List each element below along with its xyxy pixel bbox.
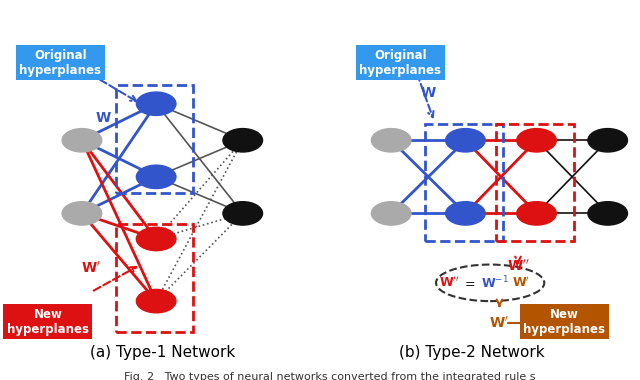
Circle shape (445, 128, 485, 152)
Circle shape (136, 227, 176, 251)
Circle shape (371, 128, 411, 152)
Circle shape (62, 202, 102, 225)
Circle shape (445, 202, 485, 225)
Text: $\mathbf{W}^{-1}$: $\mathbf{W}^{-1}$ (481, 274, 509, 291)
Text: $\mathbf{W}$: $\mathbf{W}$ (95, 111, 112, 125)
Text: $\mathbf{W'}$: $\mathbf{W'}$ (490, 315, 509, 331)
Circle shape (136, 92, 176, 116)
Text: (b) Type-2 Network: (b) Type-2 Network (399, 345, 545, 359)
Circle shape (136, 165, 176, 188)
Circle shape (588, 202, 627, 225)
Text: $\mathbf{W'}$: $\mathbf{W'}$ (512, 276, 530, 290)
Text: New
hyperplanes: New hyperplanes (524, 308, 605, 336)
Text: $= $: $= $ (462, 276, 476, 289)
Text: (a) Type-1 Network: (a) Type-1 Network (90, 345, 235, 359)
Circle shape (223, 128, 262, 152)
Ellipse shape (436, 264, 544, 301)
Circle shape (588, 128, 627, 152)
Text: Original
hyperplanes: Original hyperplanes (360, 49, 442, 77)
Text: New
hyperplanes: New hyperplanes (7, 308, 89, 336)
Text: $\mathbf{W'}$: $\mathbf{W'}$ (81, 261, 101, 276)
Circle shape (516, 128, 556, 152)
Circle shape (62, 128, 102, 152)
Circle shape (136, 290, 176, 313)
Circle shape (223, 202, 262, 225)
Text: Original
hyperplanes: Original hyperplanes (19, 49, 101, 77)
Text: Fig. 2   Two types of neural networks converted from the integrated rule s: Fig. 2 Two types of neural networks conv… (124, 372, 535, 380)
Circle shape (371, 202, 411, 225)
Text: $\mathbf{W''}$: $\mathbf{W''}$ (438, 276, 460, 290)
Circle shape (516, 202, 556, 225)
Text: $\mathbf{W''}$: $\mathbf{W''}$ (507, 259, 529, 274)
Text: $\mathbf{W}$: $\mathbf{W}$ (420, 86, 436, 100)
